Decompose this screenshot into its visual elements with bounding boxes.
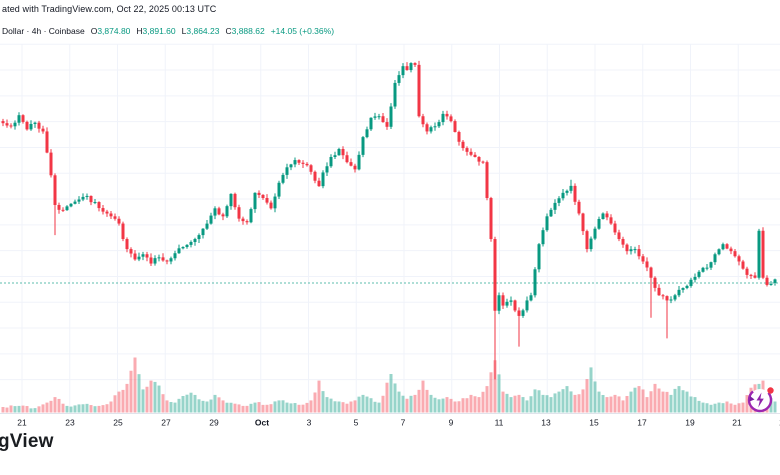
flash-arrowhead [749, 396, 755, 402]
time-axis-label[interactable]: 23 [65, 418, 75, 428]
lightning-bolt-icon [756, 392, 764, 408]
ohlc-item: O3,874.80 [90, 26, 131, 36]
time-axis-label[interactable]: Oct [255, 418, 269, 428]
time-axis-label[interactable]: 21 [17, 418, 27, 428]
change-value: +14.05 (+0.36%) [270, 26, 335, 36]
symbol-title: Dollar · 4h · Coinbase [2, 26, 85, 36]
attribution-text: ated with TradingView.com, Oct 22, 2025 … [2, 4, 217, 14]
time-axis-label[interactable]: 13 [541, 418, 551, 428]
time-axis-label[interactable]: 5 [354, 418, 359, 428]
time-axis-label[interactable]: 9 [449, 418, 454, 428]
time-axis-label[interactable]: 21 [732, 418, 742, 428]
notification-dot [767, 387, 774, 394]
time-axis-label[interactable]: 11 [495, 418, 504, 428]
time-axis-label[interactable]: 29 [209, 418, 219, 428]
time-axis-label[interactable]: 17 [637, 418, 647, 428]
ohlc-item: H3,891.60 [136, 26, 176, 36]
time-axis-label[interactable]: 27 [161, 418, 171, 428]
time-axis-label[interactable]: 19 [685, 418, 695, 428]
time-axis-label[interactable]: 15 [589, 418, 599, 428]
ohlc-values: O3,874.80 H3,891.60 L3,864.23 C3,888.62 [91, 26, 265, 36]
ohlc-item: L3,864.23 [181, 26, 220, 36]
ohlc-item: C3,888.62 [225, 26, 265, 36]
tradingview-logo-partial: gView [0, 431, 54, 452]
symbol-info-row: Dollar · 4h · Coinbase O3,874.80 H3,891.6… [2, 26, 334, 36]
candles [1, 60, 777, 380]
flash-icon[interactable] [744, 383, 776, 415]
time-axis-label[interactable]: 7 [401, 418, 406, 428]
time-axis-label[interactable]: 25 [113, 418, 123, 428]
time-axis-label[interactable]: 3 [307, 418, 312, 428]
